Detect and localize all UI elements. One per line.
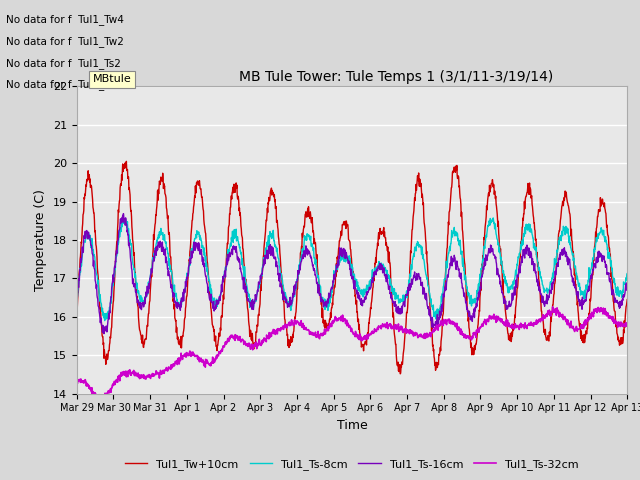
- Tul1_Ts-32cm: [307, 329, 314, 335]
- X-axis label: Time: Time: [337, 419, 367, 432]
- Tul1_Tw+10cm: [387, 265, 394, 271]
- Tul1_Tw+10cm: [307, 213, 314, 218]
- Text: No data for f  Tul1_Tw2: No data for f Tul1_Tw2: [6, 36, 124, 47]
- Text: No data for f  Tul1_Tw4: No data for f Tul1_Tw4: [6, 14, 124, 25]
- Tul1_Tw+10cm: [122, 158, 130, 164]
- Y-axis label: Temperature (C): Temperature (C): [35, 189, 47, 291]
- Tul1_Ts-32cm: [73, 380, 81, 386]
- Tul1_Ts-32cm: [318, 333, 326, 338]
- Tul1_Ts-16cm: [120, 211, 127, 216]
- Tul1_Ts-32cm: [549, 304, 557, 310]
- Tul1_Ts-32cm: [387, 324, 394, 329]
- Tul1_Ts-16cm: [116, 226, 124, 232]
- Tul1_Ts-8cm: [73, 295, 81, 300]
- Tul1_Ts-8cm: [138, 296, 146, 302]
- Tul1_Tw+10cm: [396, 371, 404, 377]
- Tul1_Ts-16cm: [328, 285, 336, 291]
- Tul1_Ts-32cm: [328, 321, 336, 327]
- Tul1_Ts-8cm: [328, 289, 336, 295]
- Tul1_Ts-8cm: [101, 318, 109, 324]
- Tul1_Ts-16cm: [100, 331, 108, 336]
- Tul1_Ts-32cm: [97, 396, 105, 402]
- Tul1_Ts-8cm: [318, 295, 326, 301]
- Line: Tul1_Ts-16cm: Tul1_Ts-16cm: [77, 214, 627, 334]
- Title: MB Tule Tower: Tule Temps 1 (3/1/11-3/19/14): MB Tule Tower: Tule Temps 1 (3/1/11-3/19…: [239, 70, 553, 84]
- Tul1_Tw+10cm: [623, 297, 631, 302]
- Tul1_Ts-32cm: [116, 378, 124, 384]
- Tul1_Ts-8cm: [387, 276, 394, 282]
- Tul1_Ts-16cm: [319, 298, 326, 304]
- Tul1_Ts-8cm: [116, 234, 124, 240]
- Tul1_Ts-16cm: [623, 283, 631, 289]
- Tul1_Ts-16cm: [307, 255, 315, 261]
- Tul1_Ts-32cm: [138, 372, 146, 378]
- Tul1_Tw+10cm: [138, 340, 146, 346]
- Tul1_Ts-16cm: [73, 306, 81, 312]
- Text: No data for f  Tul1_Ts: No data for f Tul1_Ts: [6, 79, 115, 90]
- Tul1_Tw+10cm: [73, 312, 81, 317]
- Text: No data for f  Tul1_Ts2: No data for f Tul1_Ts2: [6, 58, 121, 69]
- Tul1_Ts-8cm: [307, 233, 314, 239]
- Tul1_Ts-16cm: [387, 291, 395, 297]
- Tul1_Tw+10cm: [318, 314, 326, 320]
- Tul1_Ts-8cm: [623, 271, 631, 276]
- Tul1_Ts-16cm: [139, 301, 147, 307]
- Line: Tul1_Tw+10cm: Tul1_Tw+10cm: [77, 161, 627, 374]
- Tul1_Tw+10cm: [328, 305, 336, 311]
- Text: MBtule: MBtule: [93, 74, 132, 84]
- Legend: Tul1_Tw+10cm, Tul1_Ts-8cm, Tul1_Ts-16cm, Tul1_Ts-32cm: Tul1_Tw+10cm, Tul1_Ts-8cm, Tul1_Ts-16cm,…: [121, 455, 583, 474]
- Tul1_Ts-8cm: [490, 215, 497, 221]
- Line: Tul1_Ts-32cm: Tul1_Ts-32cm: [77, 307, 627, 399]
- Line: Tul1_Ts-8cm: Tul1_Ts-8cm: [77, 218, 627, 321]
- Tul1_Tw+10cm: [116, 198, 124, 204]
- Tul1_Ts-32cm: [623, 323, 631, 329]
